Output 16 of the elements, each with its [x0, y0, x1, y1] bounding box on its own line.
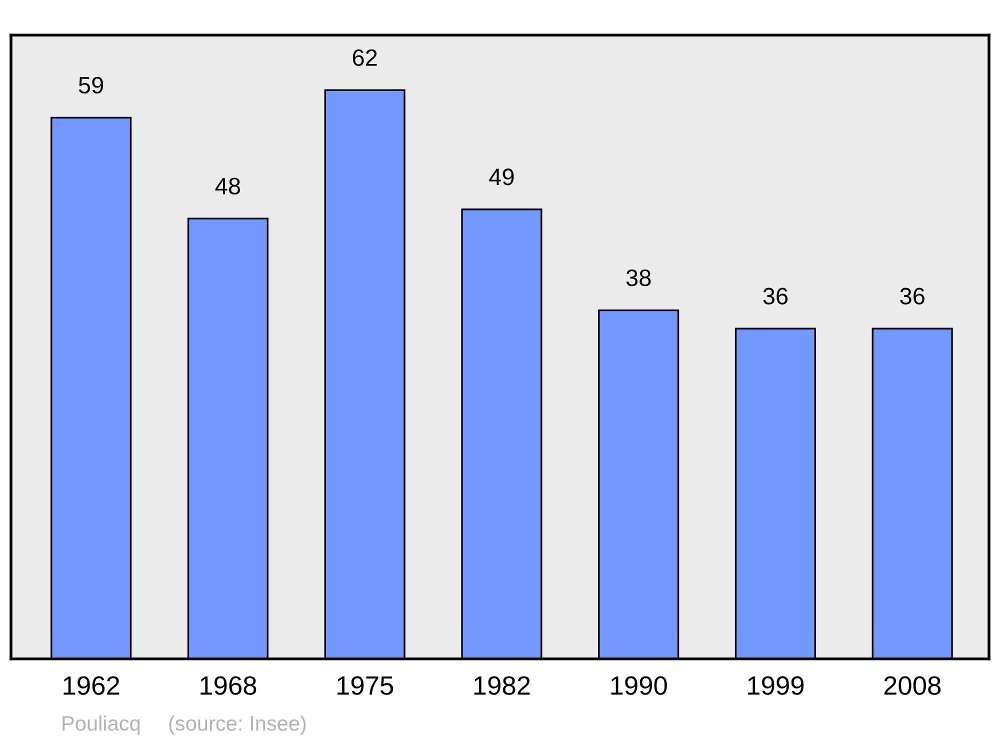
data-label: 48	[215, 178, 240, 194]
text: Pouliacq	[62, 715, 140, 735]
data-label: 36	[763, 288, 788, 305]
text: (source: Insee)	[169, 715, 306, 735]
x-tick-label: 2008	[884, 676, 941, 695]
x-tick-label: 1999	[748, 676, 804, 695]
data-label: 59	[78, 76, 104, 94]
data-label: 49	[489, 168, 514, 186]
data-label: 36	[900, 288, 924, 305]
data-label: 38	[626, 269, 651, 286]
x-tick-label: 1990	[611, 676, 667, 695]
x-tick-label: 1982	[474, 676, 530, 695]
x-tick-label: 1975	[337, 676, 394, 695]
data-label: 62	[352, 49, 377, 66]
x-tick-label: 1962	[64, 676, 120, 695]
x-tick-label: 1968	[200, 676, 256, 695]
